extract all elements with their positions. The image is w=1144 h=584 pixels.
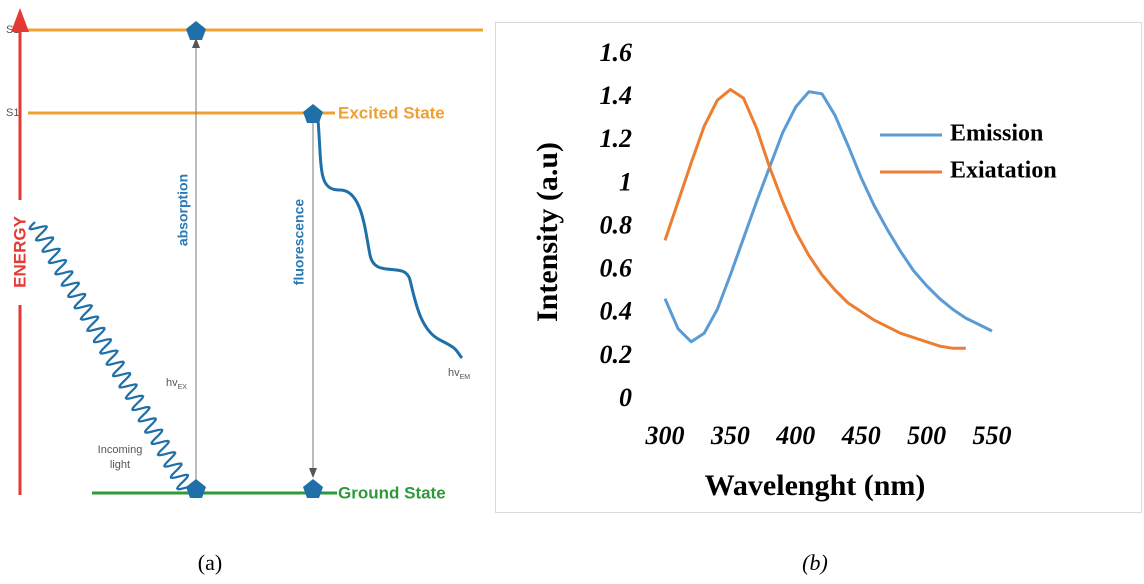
x-tick-label: 450: [841, 421, 881, 450]
absorption-label: absorption: [175, 174, 191, 246]
hv-em-label: hvEM: [448, 367, 470, 381]
ground-label: Ground State: [338, 483, 446, 502]
incoming-label: light: [110, 459, 130, 471]
energy-label: ENERGY: [10, 215, 29, 287]
emission-wave: [316, 119, 464, 359]
pentagon: [303, 104, 323, 123]
y-tick-label: 1.4: [600, 81, 633, 110]
caption: (b): [802, 550, 828, 575]
excited-label: Excited State: [338, 103, 445, 122]
x-tick-label: 500: [907, 421, 946, 450]
y-tick-label: 1.6: [600, 38, 633, 67]
pentagon: [186, 479, 206, 498]
x-tick-label: 550: [973, 421, 1012, 450]
y-tick-label: 0.8: [600, 210, 633, 239]
x-tick-label: 300: [645, 421, 685, 450]
y-tick-label: 0: [619, 383, 632, 412]
y-tick-label: 0.4: [600, 297, 633, 326]
level-label: S1: [6, 107, 19, 119]
legend-label: Exiatation: [950, 158, 1057, 184]
y-tick-label: 0.6: [600, 254, 633, 283]
energy-arrowhead: [11, 8, 29, 32]
arrowhead: [192, 38, 200, 48]
energy-label-bg: [10, 200, 30, 305]
pentagons: [186, 21, 323, 498]
hv-ex-label: hvEX: [166, 377, 187, 391]
x-tick-label: 400: [775, 421, 815, 450]
series-line: [663, 88, 966, 350]
arrowhead: [309, 468, 317, 478]
fluorescence-label: fluorescence: [291, 199, 307, 286]
series-line: [663, 90, 993, 344]
x-tick-label: 350: [710, 421, 750, 450]
pentagon: [303, 479, 323, 498]
y-tick-label: 1: [619, 167, 632, 196]
hv-sub: EM: [460, 374, 471, 381]
x-axis-label: Wavelenght (nm): [705, 469, 926, 502]
y-axis-label: Intensity (a.u): [531, 142, 564, 322]
pentagon: [186, 21, 206, 40]
y-tick-label: 1.2: [600, 124, 633, 153]
caption: (a): [198, 550, 222, 575]
energy-diagram: S1′ S1 Excited State Ground State ENERGY…: [6, 8, 483, 502]
incoming-wave: [28, 221, 190, 491]
y-tick-label: 0.2: [600, 340, 633, 369]
incoming-label: Incoming: [98, 444, 143, 456]
hv-text: hv: [448, 367, 460, 379]
hv-sub: EX: [178, 384, 188, 391]
legend-label: Emission: [950, 121, 1043, 147]
hv-text: hv: [166, 377, 178, 389]
